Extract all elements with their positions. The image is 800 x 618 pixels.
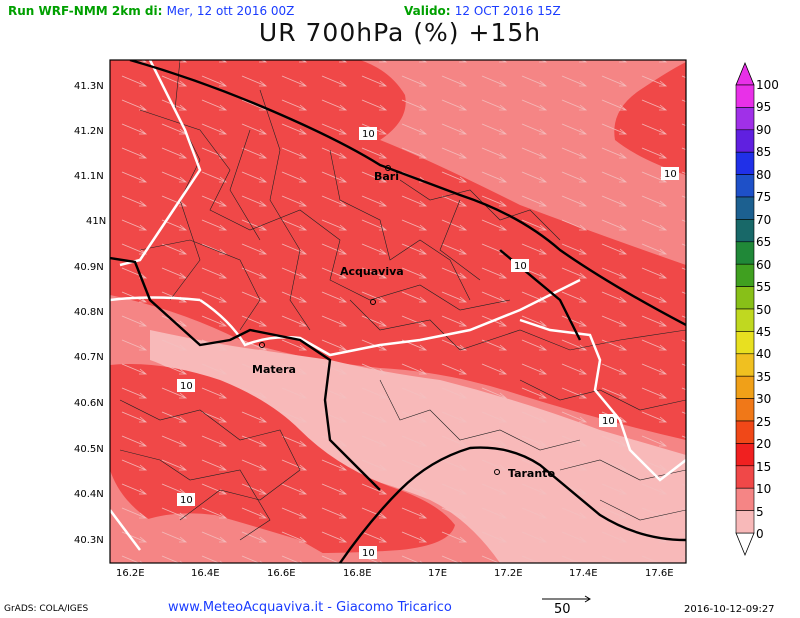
colorbar-label: 40 [756, 347, 772, 362]
colorbar-swatch [735, 308, 755, 332]
valid-date: 12 OCT 2016 15Z [454, 4, 561, 18]
colorbar-swatch [735, 84, 755, 108]
colorbar-label: 75 [756, 190, 772, 205]
coast-and-province-borders [110, 60, 686, 563]
colorbar-label: 85 [756, 145, 772, 160]
lat-tick: 40.9N [74, 262, 104, 273]
lon-tick: 17.6E [645, 568, 674, 579]
colorbar-label: 65 [756, 235, 772, 250]
colorbar-swatch [735, 465, 755, 489]
colorbar-label: 100 [756, 78, 779, 92]
colorbar-swatch [735, 443, 755, 467]
colorbar-swatch [735, 353, 755, 377]
colorbar-swatch [735, 263, 755, 287]
colorbar-label: 80 [756, 167, 772, 182]
contour-label: 10 [362, 548, 375, 559]
city-matera: Matera [252, 363, 296, 376]
colorbar-label: 55 [756, 280, 772, 295]
lat-tick: 41.1N [74, 171, 104, 182]
colorbar-label: 45 [756, 324, 772, 339]
colorbar-label: 35 [756, 369, 772, 384]
colorbar-label: 95 [756, 100, 772, 115]
city-markers: Bari Acquaviva Matera Taranto [252, 165, 555, 480]
colorbar-swatch [735, 398, 755, 422]
lat-tick: 40.3N [74, 535, 104, 546]
colorbar-swatch [735, 375, 755, 399]
colorbar-swatch [735, 420, 755, 444]
colorbar-label: 5 [756, 504, 764, 519]
colorbar [735, 61, 755, 557]
contour-label: 10 [362, 129, 375, 140]
colorbar-top-arrow [735, 61, 755, 86]
lat-tick: 41.2N [74, 126, 104, 137]
city-taranto: Taranto [508, 467, 555, 480]
colorbar-label: 90 [756, 122, 772, 137]
colorbar-bottom-arrow [735, 532, 755, 557]
lon-tick: 16.8E [343, 568, 372, 579]
site-credit[interactable]: www.MeteoAcquaviva.it - Giacomo Tricaric… [168, 600, 452, 615]
lat-tick: 40.7N [74, 352, 104, 363]
grads-credit: GrADS: COLA/IGES [4, 604, 89, 614]
lat-tick: 40.4N [74, 489, 104, 500]
lon-tick: 17.2E [494, 568, 523, 579]
valid-label: Valido: [404, 4, 451, 18]
colorbar-label: 15 [756, 459, 772, 474]
colorbar-swatch [735, 129, 755, 153]
colorbar-label: 60 [756, 257, 772, 272]
valid-info: Valido: 12 OCT 2016 15Z [404, 4, 561, 18]
chart-title: UR 700hPa (%) +15h [258, 18, 542, 47]
lat-tick: 40.5N [74, 444, 104, 455]
colorbar-label: 30 [756, 392, 772, 407]
render-timestamp: 2016-10-12-09:27 [684, 604, 775, 615]
contour-label: 10 [664, 169, 677, 180]
city-bari: Bari [374, 170, 399, 183]
colorbar-swatch [735, 107, 755, 131]
vector-reference-label: 50 [554, 602, 571, 617]
colorbar-swatch [735, 487, 755, 511]
colorbar-label: 0 [756, 527, 764, 541]
vector-reference-arrow [542, 595, 591, 603]
lon-tick: 17.4E [569, 568, 598, 579]
run-date: Mer, 12 ott 2016 00Z [166, 4, 295, 18]
lon-tick: 16.4E [191, 568, 220, 579]
rh-field [110, 60, 686, 563]
colorbar-swatch [735, 286, 755, 310]
wind-vectors [110, 60, 686, 563]
run-info: Run WRF-NMM 2km di: Mer, 12 ott 2016 00Z [8, 4, 294, 18]
colorbar-swatch [735, 174, 755, 198]
colorbar-swatch [735, 510, 755, 534]
colorbar-swatch [735, 151, 755, 175]
map-frame [109, 59, 687, 564]
lat-tick: 40.6N [74, 398, 104, 409]
lat-tick: 41N [86, 216, 107, 227]
contour-label: 10 [602, 416, 615, 427]
colorbar-swatch [735, 241, 755, 265]
colorbar-label: 20 [756, 437, 772, 452]
colorbar-swatch [735, 196, 755, 220]
region-borders [110, 60, 686, 551]
colorbar-label: 25 [756, 414, 772, 429]
lon-tick: 17E [428, 568, 448, 579]
lat-tick: 40.8N [74, 307, 104, 318]
colorbar-swatch [735, 331, 755, 355]
lon-tick: 16.2E [116, 568, 145, 579]
contour-labels: 10 10 10 10 10 10 10 [177, 127, 679, 559]
lon-tick: 16.6E [267, 568, 296, 579]
contour-label: 10 [180, 495, 193, 506]
colorbar-swatch [735, 219, 755, 243]
colorbar-label: 10 [756, 482, 772, 497]
contour-label: 10 [180, 381, 193, 392]
colorbar-label: 50 [756, 302, 772, 317]
contour-label: 10 [514, 261, 527, 272]
run-label: Run WRF-NMM 2km di: [8, 4, 163, 18]
colorbar-label: 70 [756, 212, 772, 227]
city-acquaviva: Acquaviva [340, 265, 404, 278]
lat-tick: 41.3N [74, 81, 104, 92]
